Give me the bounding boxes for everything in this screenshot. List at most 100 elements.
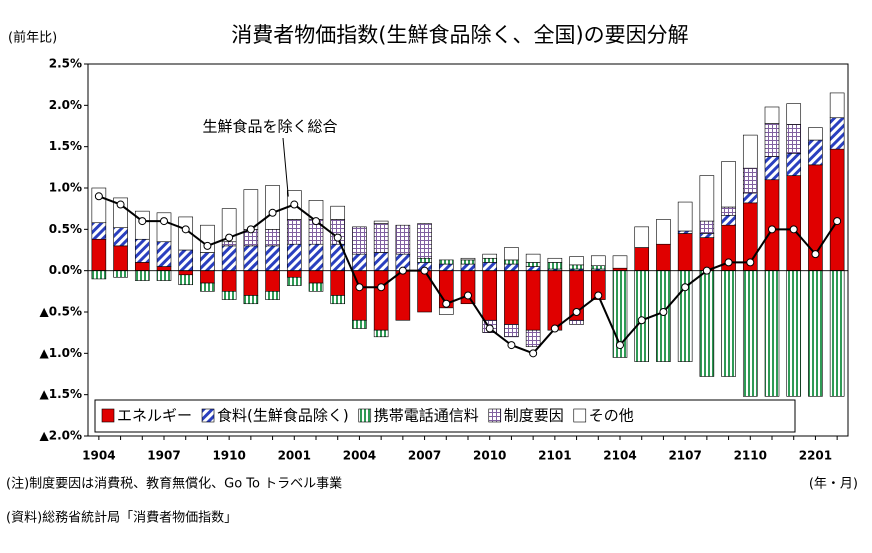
y-tick-label: 0.0% xyxy=(49,263,82,277)
bar-segment xyxy=(156,266,172,271)
y-axis-label: (前年比) xyxy=(8,30,57,46)
bar-segment xyxy=(525,253,541,263)
bar-segment xyxy=(134,210,150,240)
bar-segment xyxy=(569,319,584,325)
bar-segment xyxy=(742,134,758,169)
bar-segment xyxy=(634,226,650,248)
line-point xyxy=(789,225,798,234)
bar-segment xyxy=(221,245,237,271)
x-tick-label: 2101 xyxy=(538,449,571,463)
line-point xyxy=(398,266,407,275)
bar-segment xyxy=(525,262,541,267)
bar-segment xyxy=(91,222,107,240)
line-point xyxy=(160,217,168,226)
bar-segment xyxy=(721,206,736,216)
bar-segment xyxy=(786,175,802,271)
x-tick-label: 1910 xyxy=(212,449,245,463)
y-tick-label: 2.0% xyxy=(49,98,82,112)
bar-segment xyxy=(265,185,280,230)
x-tick-label: 2107 xyxy=(668,449,701,463)
line-point xyxy=(464,291,472,300)
bar-segment xyxy=(417,257,432,263)
bar-segment xyxy=(221,208,237,243)
bar-segment xyxy=(265,291,280,300)
line-point xyxy=(811,250,820,259)
bar-segment xyxy=(460,257,476,261)
bar-segment xyxy=(764,270,780,397)
bar-segment xyxy=(525,329,541,348)
legend-label: 携帯電話通信料 xyxy=(374,407,479,425)
bar-segment xyxy=(308,270,324,284)
chart-title: 消費者物価指数(生鮮食品除く、全国)の要因分解 xyxy=(231,23,688,47)
bar-segment xyxy=(134,262,150,271)
bar-segment xyxy=(395,270,411,321)
bar-segment xyxy=(721,270,736,377)
line-point xyxy=(225,233,234,242)
bar-segment xyxy=(764,106,780,124)
bar-segment xyxy=(677,233,693,271)
bar-segment xyxy=(134,238,150,263)
bar-segment xyxy=(373,270,389,331)
note: (注)制度要因は消費税、教育無償化、Go To トラベル事業 xyxy=(6,476,342,492)
bar-segment xyxy=(829,148,845,271)
bar-segment xyxy=(243,295,259,305)
bar-segment xyxy=(656,219,671,245)
line-point xyxy=(746,258,755,267)
line-point xyxy=(702,266,711,275)
bar-segment xyxy=(308,243,324,271)
bar-segment xyxy=(373,223,389,253)
bar-segment xyxy=(786,124,802,154)
x-tick-label: 1904 xyxy=(82,449,115,463)
bar-segment xyxy=(265,229,280,247)
bar-segment xyxy=(352,253,367,271)
line-point xyxy=(594,291,603,300)
bar-segment xyxy=(699,175,715,222)
bar-segment xyxy=(656,243,671,271)
bar-segment xyxy=(699,270,715,377)
line-point xyxy=(246,225,255,234)
bar-segment xyxy=(91,270,107,280)
line-point xyxy=(529,349,538,358)
bar-segment xyxy=(612,255,628,269)
annotation: 生鮮食品を除く総合 xyxy=(202,118,337,136)
bar-segment xyxy=(438,263,454,271)
bar-segment xyxy=(178,270,194,276)
line-point xyxy=(485,324,494,333)
bar-segment xyxy=(634,270,650,362)
bar-segment xyxy=(742,192,758,204)
source: (資料)総務省統計局「消費者物価指数」 xyxy=(6,510,237,526)
x-tick-label: 2010 xyxy=(473,449,506,463)
line-point xyxy=(94,192,103,201)
line-point xyxy=(659,308,668,316)
y-tick-label: 1.0% xyxy=(49,181,82,195)
bar-segment xyxy=(243,270,259,296)
bar-segment xyxy=(482,253,498,259)
bar-segment xyxy=(569,256,584,266)
x-tick-label: 2001 xyxy=(278,449,311,463)
bar-segment xyxy=(352,226,367,255)
bar-segment xyxy=(330,295,346,305)
bar-segment xyxy=(286,276,302,286)
bar-segment xyxy=(91,238,107,271)
bar-segment xyxy=(808,270,823,397)
line-point xyxy=(681,283,690,292)
line-point xyxy=(333,233,342,242)
line-point xyxy=(833,217,842,226)
bar-segment xyxy=(721,214,736,226)
line-point xyxy=(724,258,733,267)
bar-segment xyxy=(178,249,194,271)
bar-segment xyxy=(265,245,280,271)
bar-segment xyxy=(525,270,541,331)
bar-segment xyxy=(460,259,476,265)
y-tick-label: 1.5% xyxy=(49,139,82,153)
line-point xyxy=(268,208,277,217)
legend-swatch xyxy=(201,408,215,423)
bar-segment xyxy=(308,282,324,292)
bar-segment xyxy=(504,263,519,271)
bar-segment xyxy=(786,103,802,125)
bar-segment xyxy=(113,270,128,278)
bar-segment xyxy=(742,167,758,194)
bar-segment xyxy=(221,270,237,292)
line-point xyxy=(572,308,581,316)
bar-segment xyxy=(156,270,172,281)
